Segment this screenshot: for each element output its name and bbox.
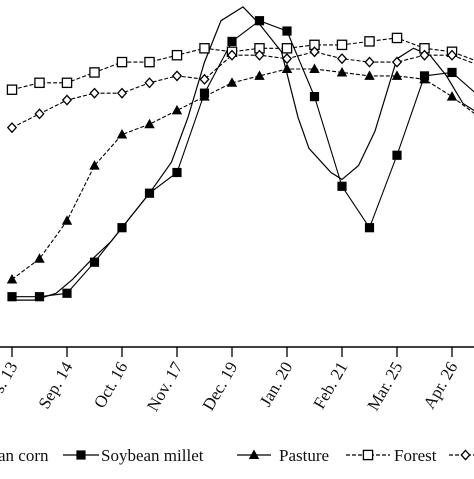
series-line-1 [12,20,474,298]
data-point [309,46,320,58]
series-3 [6,32,474,95]
data-point [171,104,183,115]
data-point [281,53,293,65]
data-point [254,49,265,61]
series-line-4 [11,51,474,129]
data-point [254,16,265,26]
x-tick-label: Apr. 26 [420,359,462,413]
x-tick-label: Nov. 17 [143,358,187,414]
data-point [89,87,100,99]
data-point [446,49,458,61]
data-point [89,257,100,267]
data-point [337,181,347,191]
data-point [281,43,293,54]
data-point [34,253,45,263]
legend-item-3: Forest [346,446,437,465]
legend: an corn Soybean millet Pasture Forest [0,446,474,465]
legend-label: an corn [0,446,49,465]
data-point [226,49,238,61]
data-point [144,56,155,68]
data-point [6,84,18,95]
data-point [116,129,128,139]
data-point [364,70,375,80]
data-point [34,292,45,302]
series-1 [7,16,474,302]
data-point [336,53,348,65]
data-point [254,70,265,80]
legend-swatch-marker [362,449,374,461]
data-point [117,223,127,233]
data-point [62,288,72,298]
data-point [447,67,457,78]
legend-label: Pasture [279,446,329,465]
legend-label: Forest [394,446,437,465]
data-point [34,108,45,120]
data-point [61,77,73,89]
x-axis: s. 13 Sep. 14 Oct. 16 Nov. 17 Dec. 19 Jan. 20… [0,346,474,414]
data-point [171,49,183,61]
plot-area [6,6,474,302]
data-point [199,91,210,101]
data-point [61,215,73,225]
series-line-2 [11,68,474,280]
legend-swatch-marker [248,449,260,459]
data-point [89,160,100,170]
legend-swatch-marker [460,449,471,461]
data-point [419,73,430,84]
data-point [309,63,320,73]
data-point [364,56,375,68]
data-point [6,273,18,284]
series-line-0 [12,6,474,301]
data-point [199,73,210,85]
legend-swatch-marker [76,450,86,460]
x-tick-label: Oct. 16 [90,359,131,412]
x-tick-label: Sep. 14 [35,358,77,412]
x-tick-label: Jan. 20 [256,359,297,410]
data-point [144,188,155,198]
x-tick-label: Feb. 21 [310,359,352,413]
data-point [391,32,403,44]
data-point [116,56,128,68]
data-point [226,77,238,87]
x-tick-label: Dec. 19 [199,359,242,414]
legend-label: Soybean millet [101,446,204,465]
series-4 [6,46,474,134]
data-point [392,150,402,160]
data-point [281,63,293,73]
data-point [144,118,155,129]
series-0 [12,6,474,301]
data-point [446,91,458,101]
data-point [309,92,320,102]
legend-item-2: Pasture [237,446,329,465]
legend-item-1: Soybean millet [63,446,204,465]
legend-item-0: an corn [0,446,49,465]
legend-item-4 [449,449,474,461]
series-line-3 [11,37,474,91]
data-point [336,66,348,77]
series-2 [6,63,474,284]
data-point [89,67,100,78]
data-point [336,39,348,51]
data-point [6,122,18,134]
data-point [172,167,182,178]
data-point [34,77,45,89]
data-point [199,43,210,54]
x-tick-label: s. 13 [0,359,21,396]
data-point [7,292,17,302]
data-point [116,87,128,99]
data-point [364,36,375,47]
data-point [61,94,73,106]
x-tick-label: Mar. 25 [364,359,407,414]
data-point [391,70,403,80]
data-point [227,36,237,46]
data-point [171,70,183,82]
data-point [419,49,430,61]
data-point [282,26,292,36]
data-point [364,223,375,233]
data-point [391,56,403,68]
data-point [144,77,155,89]
